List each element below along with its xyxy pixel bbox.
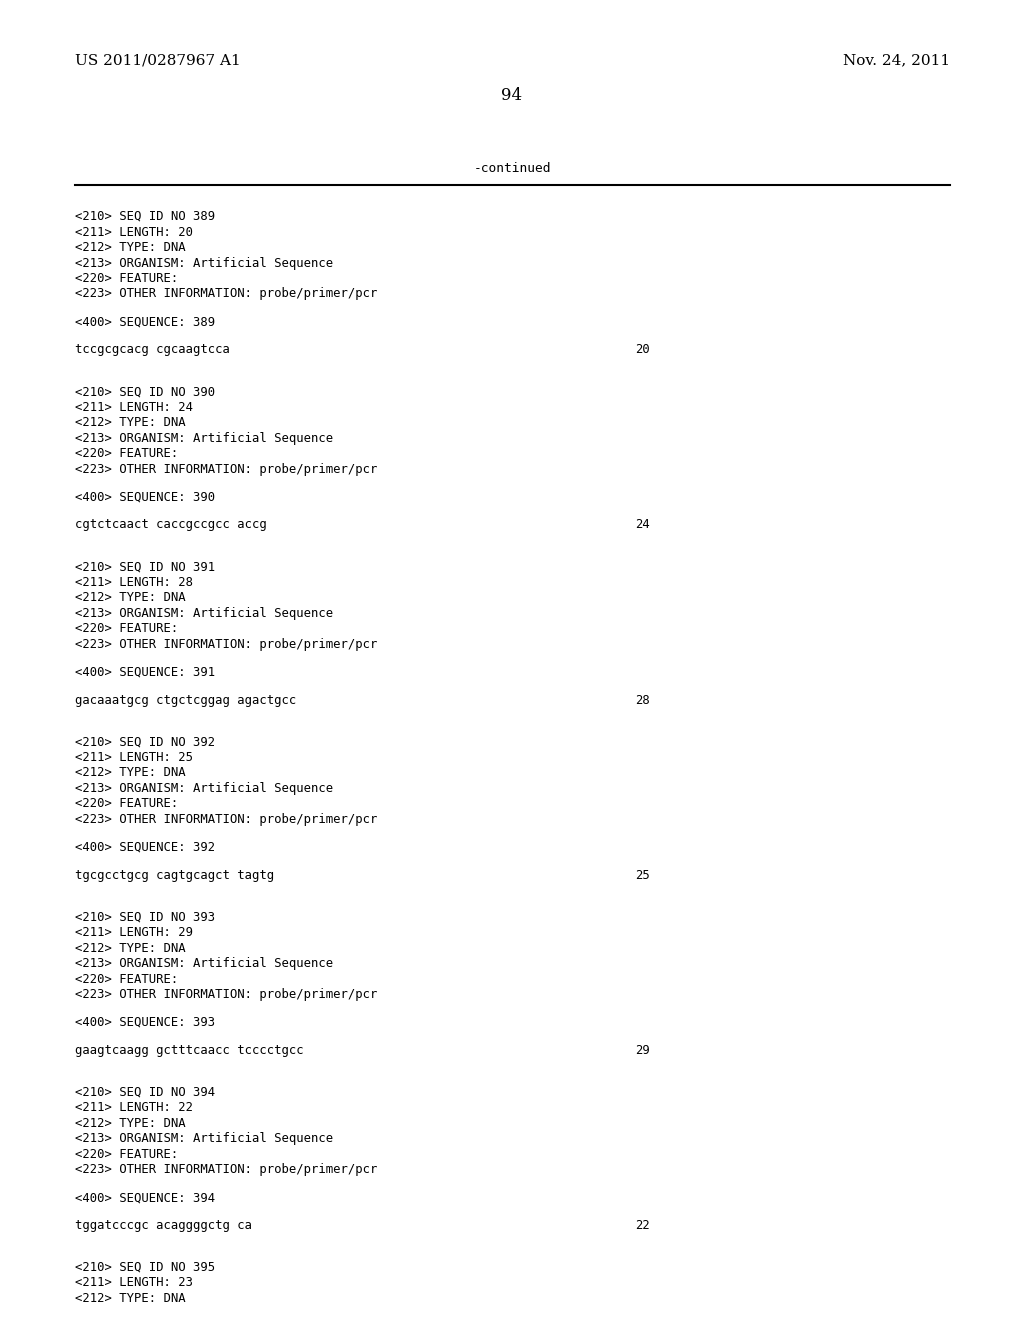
Text: <400> SEQUENCE: 394: <400> SEQUENCE: 394: [75, 1191, 215, 1204]
Text: <210> SEQ ID NO 391: <210> SEQ ID NO 391: [75, 560, 215, 573]
Text: <213> ORGANISM: Artificial Sequence: <213> ORGANISM: Artificial Sequence: [75, 256, 333, 269]
Text: <210> SEQ ID NO 395: <210> SEQ ID NO 395: [75, 1261, 215, 1274]
Text: Nov. 24, 2011: Nov. 24, 2011: [843, 53, 950, 67]
Text: -continued: -continued: [473, 161, 551, 174]
Text: <213> ORGANISM: Artificial Sequence: <213> ORGANISM: Artificial Sequence: [75, 432, 333, 445]
Text: <220> FEATURE:: <220> FEATURE:: [75, 973, 178, 986]
Text: <212> TYPE: DNA: <212> TYPE: DNA: [75, 416, 185, 429]
Text: US 2011/0287967 A1: US 2011/0287967 A1: [75, 53, 241, 67]
Text: tccgcgcacg cgcaagtcca: tccgcgcacg cgcaagtcca: [75, 343, 229, 356]
Text: gacaaatgcg ctgctcggag agactgcc: gacaaatgcg ctgctcggag agactgcc: [75, 693, 296, 706]
Text: 22: 22: [635, 1220, 650, 1232]
Text: 29: 29: [635, 1044, 650, 1057]
Text: <400> SEQUENCE: 391: <400> SEQUENCE: 391: [75, 665, 215, 678]
Text: 20: 20: [635, 343, 650, 356]
Text: <223> OTHER INFORMATION: probe/primer/pcr: <223> OTHER INFORMATION: probe/primer/pc…: [75, 813, 378, 826]
Text: <220> FEATURE:: <220> FEATURE:: [75, 797, 178, 810]
Text: <220> FEATURE:: <220> FEATURE:: [75, 447, 178, 461]
Text: <212> TYPE: DNA: <212> TYPE: DNA: [75, 941, 185, 954]
Text: <213> ORGANISM: Artificial Sequence: <213> ORGANISM: Artificial Sequence: [75, 1133, 333, 1146]
Text: tggatcccgc acaggggctg ca: tggatcccgc acaggggctg ca: [75, 1220, 252, 1232]
Text: <213> ORGANISM: Artificial Sequence: <213> ORGANISM: Artificial Sequence: [75, 957, 333, 970]
Text: tgcgcctgcg cagtgcagct tagtg: tgcgcctgcg cagtgcagct tagtg: [75, 869, 274, 882]
Text: cgtctcaact caccgccgcc accg: cgtctcaact caccgccgcc accg: [75, 519, 266, 532]
Text: <210> SEQ ID NO 393: <210> SEQ ID NO 393: [75, 911, 215, 924]
Text: <212> TYPE: DNA: <212> TYPE: DNA: [75, 1292, 185, 1305]
Text: gaagtcaagg gctttcaacc tcccctgcc: gaagtcaagg gctttcaacc tcccctgcc: [75, 1044, 304, 1057]
Text: <212> TYPE: DNA: <212> TYPE: DNA: [75, 242, 185, 253]
Text: <220> FEATURE:: <220> FEATURE:: [75, 1148, 178, 1160]
Text: <212> TYPE: DNA: <212> TYPE: DNA: [75, 767, 185, 779]
Text: <223> OTHER INFORMATION: probe/primer/pcr: <223> OTHER INFORMATION: probe/primer/pc…: [75, 989, 378, 1001]
Text: 94: 94: [502, 87, 522, 103]
Text: <211> LENGTH: 25: <211> LENGTH: 25: [75, 751, 193, 764]
Text: <210> SEQ ID NO 389: <210> SEQ ID NO 389: [75, 210, 215, 223]
Text: <220> FEATURE:: <220> FEATURE:: [75, 272, 178, 285]
Text: <211> LENGTH: 24: <211> LENGTH: 24: [75, 401, 193, 413]
Text: <223> OTHER INFORMATION: probe/primer/pcr: <223> OTHER INFORMATION: probe/primer/pc…: [75, 288, 378, 301]
Text: <400> SEQUENCE: 389: <400> SEQUENCE: 389: [75, 315, 215, 329]
Text: <211> LENGTH: 20: <211> LENGTH: 20: [75, 226, 193, 239]
Text: <223> OTHER INFORMATION: probe/primer/pcr: <223> OTHER INFORMATION: probe/primer/pc…: [75, 1163, 378, 1176]
Text: <211> LENGTH: 23: <211> LENGTH: 23: [75, 1276, 193, 1290]
Text: <400> SEQUENCE: 390: <400> SEQUENCE: 390: [75, 491, 215, 503]
Text: <211> LENGTH: 22: <211> LENGTH: 22: [75, 1101, 193, 1114]
Text: <213> ORGANISM: Artificial Sequence: <213> ORGANISM: Artificial Sequence: [75, 607, 333, 620]
Text: 28: 28: [635, 693, 650, 706]
Text: <400> SEQUENCE: 393: <400> SEQUENCE: 393: [75, 1016, 215, 1030]
Text: <400> SEQUENCE: 392: <400> SEQUENCE: 392: [75, 841, 215, 854]
Text: <223> OTHER INFORMATION: probe/primer/pcr: <223> OTHER INFORMATION: probe/primer/pc…: [75, 638, 378, 651]
Text: <213> ORGANISM: Artificial Sequence: <213> ORGANISM: Artificial Sequence: [75, 781, 333, 795]
Text: <212> TYPE: DNA: <212> TYPE: DNA: [75, 591, 185, 605]
Text: <210> SEQ ID NO 390: <210> SEQ ID NO 390: [75, 385, 215, 399]
Text: <210> SEQ ID NO 394: <210> SEQ ID NO 394: [75, 1086, 215, 1098]
Text: <220> FEATURE:: <220> FEATURE:: [75, 622, 178, 635]
Text: <223> OTHER INFORMATION: probe/primer/pcr: <223> OTHER INFORMATION: probe/primer/pc…: [75, 462, 378, 475]
Text: 24: 24: [635, 519, 650, 532]
Text: <212> TYPE: DNA: <212> TYPE: DNA: [75, 1117, 185, 1130]
Text: <211> LENGTH: 29: <211> LENGTH: 29: [75, 927, 193, 939]
Text: <210> SEQ ID NO 392: <210> SEQ ID NO 392: [75, 735, 215, 748]
Text: <211> LENGTH: 28: <211> LENGTH: 28: [75, 576, 193, 589]
Text: 25: 25: [635, 869, 650, 882]
